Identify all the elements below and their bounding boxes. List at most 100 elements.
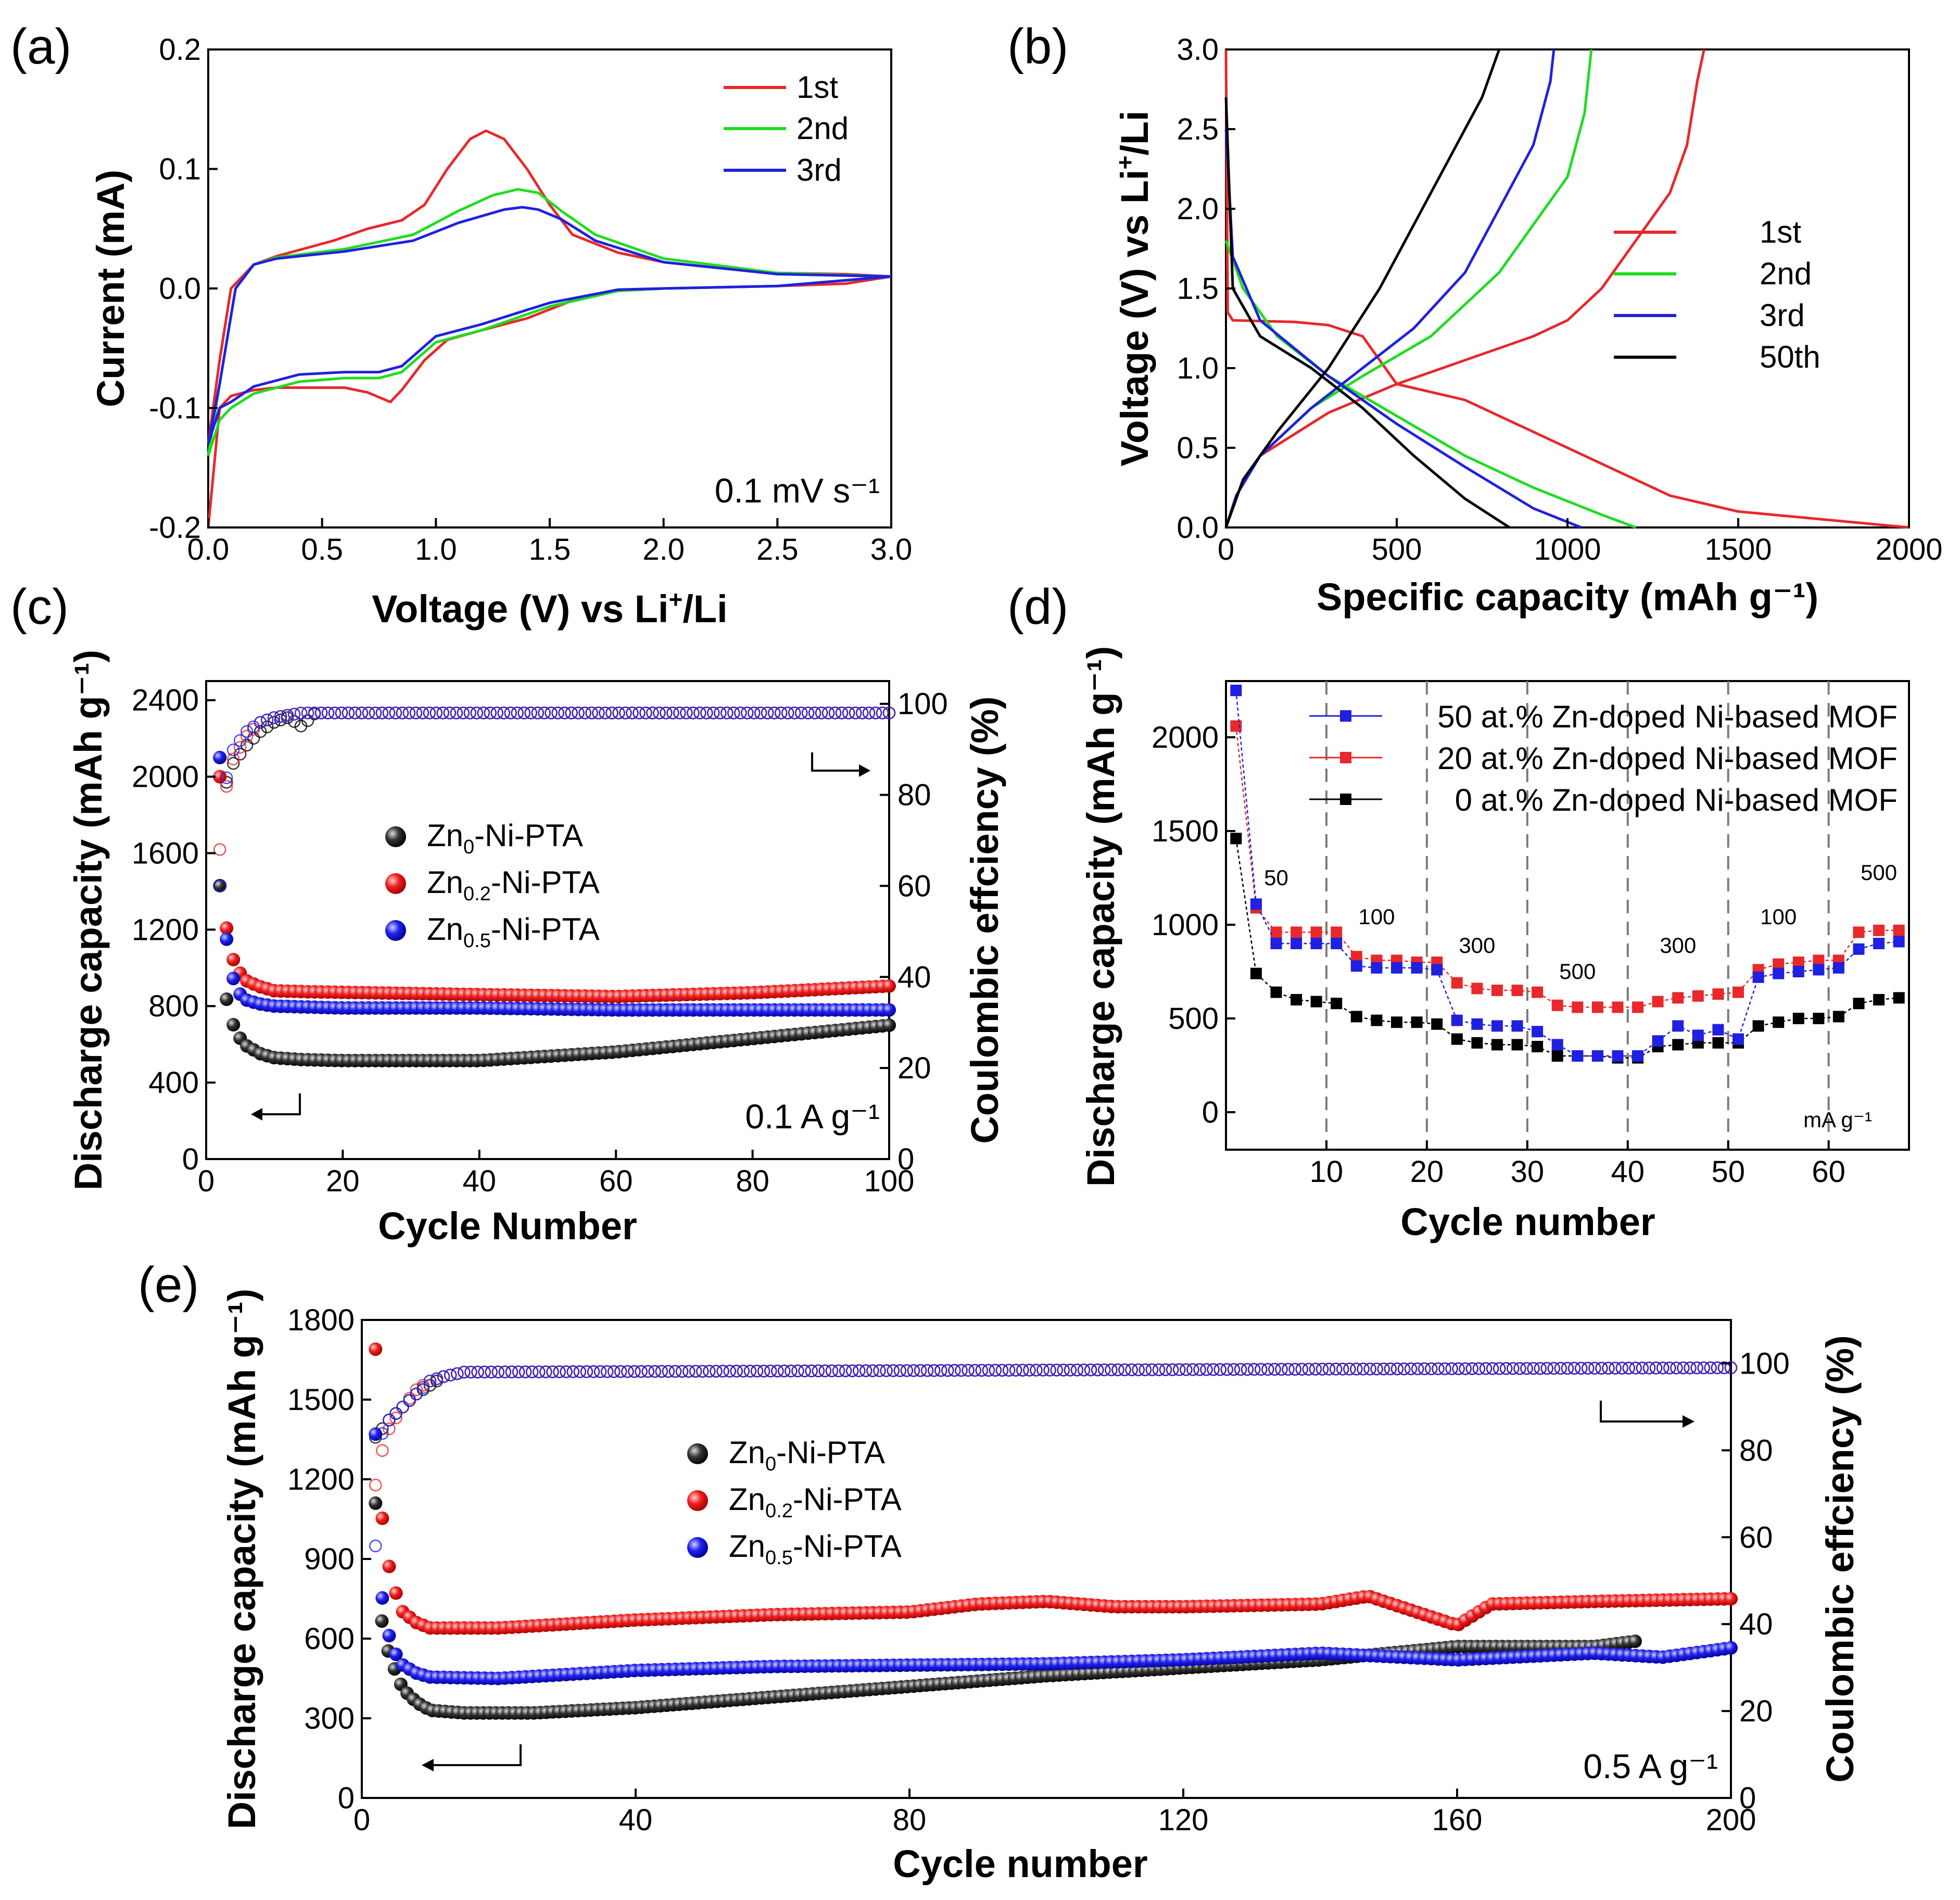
y-tick-label: 1200 (287, 1463, 355, 1496)
panel-b-charge-discharge-chart: 0 500 1000 1500 2000 0.0 0.5 1.0 1.5 2.0 2.5 3.0 Sp… (1111, 33, 1943, 619)
efficiency-point (1432, 1362, 1445, 1375)
legend-label: 2nd (1760, 256, 1812, 291)
efficiency-point (396, 1400, 409, 1414)
rate-point (1652, 1035, 1664, 1047)
capacity-point (1724, 1641, 1738, 1655)
efficiency-point (696, 1365, 709, 1378)
efficiency-point (1636, 1362, 1649, 1375)
capacity-point (369, 1496, 383, 1510)
x-tick-label: 20 (326, 1164, 360, 1198)
y-axis-title: Voltage (V) vs Li+/Li (1111, 110, 1156, 466)
efficiency-point (383, 1422, 396, 1436)
efficiency-point (876, 706, 889, 720)
capacity-point (389, 1586, 403, 1600)
efficiency-point (1649, 1362, 1663, 1375)
rate-point (1391, 962, 1402, 974)
efficiency-point (761, 706, 774, 720)
x-axis-title: Cycle number (1400, 1200, 1655, 1243)
efficiency-point (869, 706, 882, 720)
efficiency-point (444, 1368, 457, 1382)
efficiency-point (573, 1365, 587, 1378)
efficiency-point (955, 1364, 968, 1377)
charge-curve-1st (1224, 49, 1705, 528)
efficiency-point (592, 706, 605, 720)
efficiency-point (703, 1365, 716, 1378)
efficiency-point (519, 1365, 532, 1378)
efficiency-point (1193, 1363, 1206, 1376)
y-tick-label: 500 (1168, 1002, 1219, 1036)
legend-marker (385, 873, 406, 894)
y-tick-label: 2000 (132, 760, 199, 794)
efficiency-point (1717, 1361, 1731, 1375)
efficiency-point (989, 1364, 1002, 1377)
capacity-point (882, 979, 896, 993)
efficiency-point (464, 1365, 477, 1379)
efficiency-point (1009, 1364, 1022, 1377)
x-tick-label: 60 (599, 1164, 633, 1198)
discharge-curve-50th (1224, 97, 1510, 529)
rate-point (1873, 994, 1885, 1005)
capacity-point (213, 878, 227, 892)
efficiency-point (1166, 1363, 1179, 1376)
efficiency-point (1363, 1362, 1376, 1376)
efficiency-point (1064, 1363, 1077, 1377)
y-tick-label: 900 (304, 1542, 355, 1576)
legend: 1st 2nd 3rd (724, 70, 849, 187)
efficiency-point (1036, 1364, 1049, 1377)
x-tick-label: 0 (353, 1803, 370, 1837)
efficiency-point (1247, 1363, 1261, 1376)
plot-area (369, 1342, 1738, 1720)
efficiency-point (1574, 1362, 1588, 1375)
efficiency-point (927, 1364, 941, 1377)
efficiency-point (778, 1364, 791, 1378)
rate-point (1230, 720, 1242, 732)
efficiency-point (1609, 1362, 1622, 1375)
efficiency-point (443, 706, 457, 720)
rate-label: 500 (1861, 860, 1897, 885)
rate-line-50 at.% Zn-doped Ni-based MOF (1235, 690, 1899, 1057)
y-tick-label: 0 (1202, 1096, 1219, 1129)
rate-line-20 at.% Zn-doped Ni-based MOF (1235, 726, 1899, 1008)
rate-point (1813, 1013, 1825, 1024)
axis-ticks: 0 20 40 60 80 1000400800120016002000240002040… (132, 684, 948, 1198)
legend-marker (687, 1537, 708, 1558)
x-tick-label: 80 (893, 1803, 927, 1837)
efficiency-point (648, 1365, 661, 1378)
legend-marker (1340, 752, 1351, 763)
rate-point (1712, 1024, 1724, 1036)
efficiency-point (764, 1364, 777, 1378)
efficiency-point (1159, 1363, 1172, 1376)
efficiency-point (478, 1365, 491, 1379)
efficiency-point (1241, 1363, 1254, 1376)
y-tick-label: -0.2 (149, 511, 201, 545)
efficiency-point (451, 1367, 464, 1380)
efficiency-point (545, 706, 558, 720)
efficiency-arrow (811, 752, 867, 772)
rate-label: 500 (1559, 959, 1596, 984)
efficiency-point (1350, 1363, 1363, 1376)
efficiency-point (680, 706, 693, 720)
efficiency-point (607, 1365, 621, 1378)
y-axis-title: Current (mA) (89, 170, 132, 407)
axis-ticks: 0.0 0.5 1.0 1.5 2.0 2.5 3.0 -0.2 -0.1 0.0 0.1 0.2 (149, 33, 912, 567)
rate-point (1632, 1050, 1644, 1062)
efficiency-point (410, 1383, 423, 1396)
rate-point (1451, 977, 1463, 989)
capacity-point (213, 750, 227, 764)
efficiency-point (1091, 1363, 1104, 1377)
legend-label-subscript: 0 (463, 836, 474, 858)
rate-point (1230, 685, 1242, 696)
capacity-point (369, 1342, 383, 1356)
rate-point (1792, 1013, 1804, 1024)
discharge-curve-3rd (1224, 129, 1582, 529)
rate-point (1773, 958, 1785, 970)
efficiency-point (748, 706, 761, 720)
x-tick-label: 1000 (1534, 533, 1601, 567)
efficiency-point (723, 1365, 736, 1378)
rate-point (1893, 936, 1905, 948)
efficiency-point (614, 1365, 627, 1378)
rate-point (1371, 1014, 1383, 1026)
rate-point (1291, 938, 1303, 949)
y2-tick-label: 20 (1739, 1694, 1773, 1728)
y-tick-label: 0.5 (1177, 431, 1219, 465)
